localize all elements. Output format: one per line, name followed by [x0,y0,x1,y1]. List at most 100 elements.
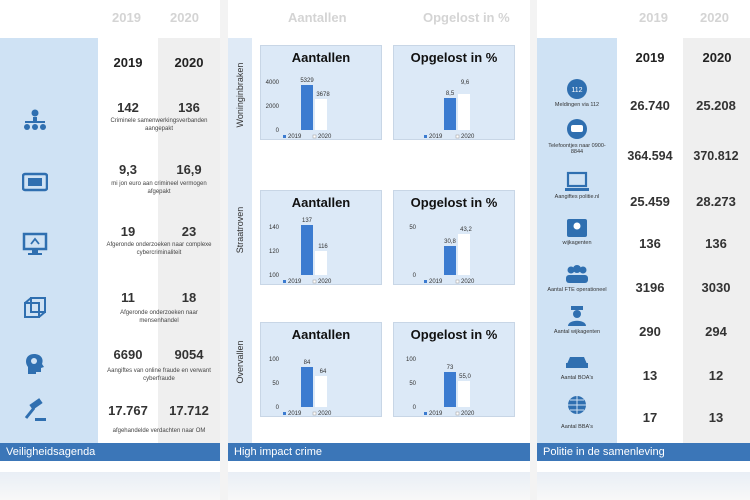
legend-swatch-2020 [455,134,460,139]
stat-2019: 17 [642,410,658,425]
year-2020-header: 2020 [702,50,732,65]
stat-description: Aangiftes van online fraude en verwant c… [107,368,211,382]
bar-value-2020: 64 [320,369,327,375]
tick-label: 2000 [266,104,280,110]
column-2019 [98,38,158,460]
stat-2020: 294 [705,324,727,339]
stat-label: Telefoontjes naar 0900-8844 [548,143,606,155]
legend-swatch-2019 [424,135,427,138]
stat-2020: 9054 [174,347,204,362]
stat-label: Meldingen via 112 [554,102,600,108]
bar-value-2019: 73 [447,365,454,371]
stat-2020: 17.712 [169,403,209,418]
legend-swatch-2019 [424,280,427,283]
chart-title: Opgelost in % [410,50,498,65]
legend-swatch-2020 [312,279,317,284]
row-label-strip [228,38,252,460]
bar-2020 [458,94,470,130]
bar-value-2019: 84 [304,360,311,366]
stat-2020: 136 [705,236,727,251]
ghost-aantallen: Aantallen [288,10,347,25]
chart-aantallen-straatroven: Aantallen 140 120 100 137 116 2019 2020 [260,190,382,285]
bar-2019 [301,225,313,275]
tick-label: 120 [269,249,280,255]
legend-2019: 2019 [429,134,443,140]
agent-icon [567,219,587,237]
row-label-woninginbraken: Woninginbraken [235,62,245,128]
stat-description: afgehandelde verdachten naar OM [112,428,206,434]
legend-2019: 2019 [288,411,302,417]
ghost-opgelost: Opgelost in % [423,10,510,25]
stat-2020: 18 [181,290,197,305]
bar-2019 [444,372,456,407]
officer-icon [568,306,586,326]
bar-2020 [458,381,470,407]
stat-description: Afgeronde onderzoeken naar mensenhandel [120,310,198,324]
stat-2019: 13 [642,368,658,383]
legend-swatch-2020 [312,134,317,139]
money-icon [22,172,48,192]
row-label-straatroven: Straatroven [235,206,245,254]
chart-title: Aantallen [291,195,351,210]
section-footer: High impact crime [228,443,530,461]
bar-2019 [444,98,456,130]
laptop-icon [565,171,589,191]
stat-2019: 142 [117,100,139,115]
politie-samenleving-panel: 2019 2020 2019 2020 112 Meldingen via 11… [537,0,750,500]
stat-2020: 28.273 [696,194,736,209]
legend-2020: 2020 [461,411,475,417]
veiligheidsagenda-panel: 2019 2020 2019 2020 142 136 Criminele sa… [0,0,220,500]
stat-2019: 26.740 [630,98,670,113]
bar-value-2020: 55,0 [459,374,471,380]
tick-label: 0 [276,405,280,411]
bar-2020 [315,376,327,407]
legend-2020: 2020 [461,279,475,285]
ghost-year-2020: 2020 [700,10,729,25]
bar-chart: 140 120 100 137 116 2019 2020 [269,218,332,285]
high-impact-crime-panel: Aantallen Opgelost in % Woninginbraken S… [228,0,530,500]
stat-2020: 12 [708,368,724,383]
year-2020-header: 2020 [174,55,204,70]
legend-2019: 2019 [429,411,443,417]
bar-2020 [315,251,327,275]
tick-label: 140 [269,225,280,231]
org-chart-icon [24,109,46,130]
tick-label: 50 [409,381,416,387]
stat-label: Aantal BOA's [560,375,594,381]
stat-2020: 16,9 [176,162,202,177]
section-footer: Veiligheidsagenda [0,443,220,461]
ghost-footer [0,472,220,500]
bar-2019 [444,246,456,275]
bar-2020 [458,234,470,275]
bar-value-2020: 9,6 [461,80,470,86]
legend-swatch-2020 [455,279,460,284]
bar-2020 [315,99,327,130]
bar-value-2020: 116 [318,244,328,250]
svg-text:112: 112 [571,87,582,94]
chart-opgelost-overvallen: Opgelost in % 100 50 0 73 55,0 2019 2020 [393,322,515,417]
stat-2019: 136 [639,236,661,251]
year-2019-header: 2019 [113,55,143,70]
group-icon [566,265,588,283]
bar-value-2019: 5329 [300,78,314,84]
tick-label: 50 [409,225,416,231]
stat-2019: 290 [639,324,661,339]
globe-icon [568,396,586,414]
tick-label: 0 [413,405,417,411]
bar-chart: 4000 2000 0 5329 3678 2019 2020 [266,78,332,140]
stat-description: Criminele samenwerkingsverbanden aangepa… [110,118,208,132]
stat-description: Afgeronde onderzoeken naar complexe cybe… [106,242,212,256]
ghost-year-2019: 2019 [639,10,668,25]
ghost-footer [228,472,530,500]
stat-label: Aangiftes politie.nl [554,194,600,200]
chart-title: Aantallen [291,50,351,65]
stat-label: Aantal FTE operationeel [547,287,607,293]
legend-swatch-2020 [312,411,317,416]
stat-label: Aantal wijkagenten [553,329,601,335]
legend-2020: 2020 [318,411,332,417]
stat-description: mi jon euro aan crimineel vermogen afgep… [111,181,207,195]
bar-value-2019: 137 [302,218,313,224]
tick-label: 100 [269,273,280,279]
stat-2019: 11 [121,290,135,305]
legend-swatch-2019 [283,412,286,415]
